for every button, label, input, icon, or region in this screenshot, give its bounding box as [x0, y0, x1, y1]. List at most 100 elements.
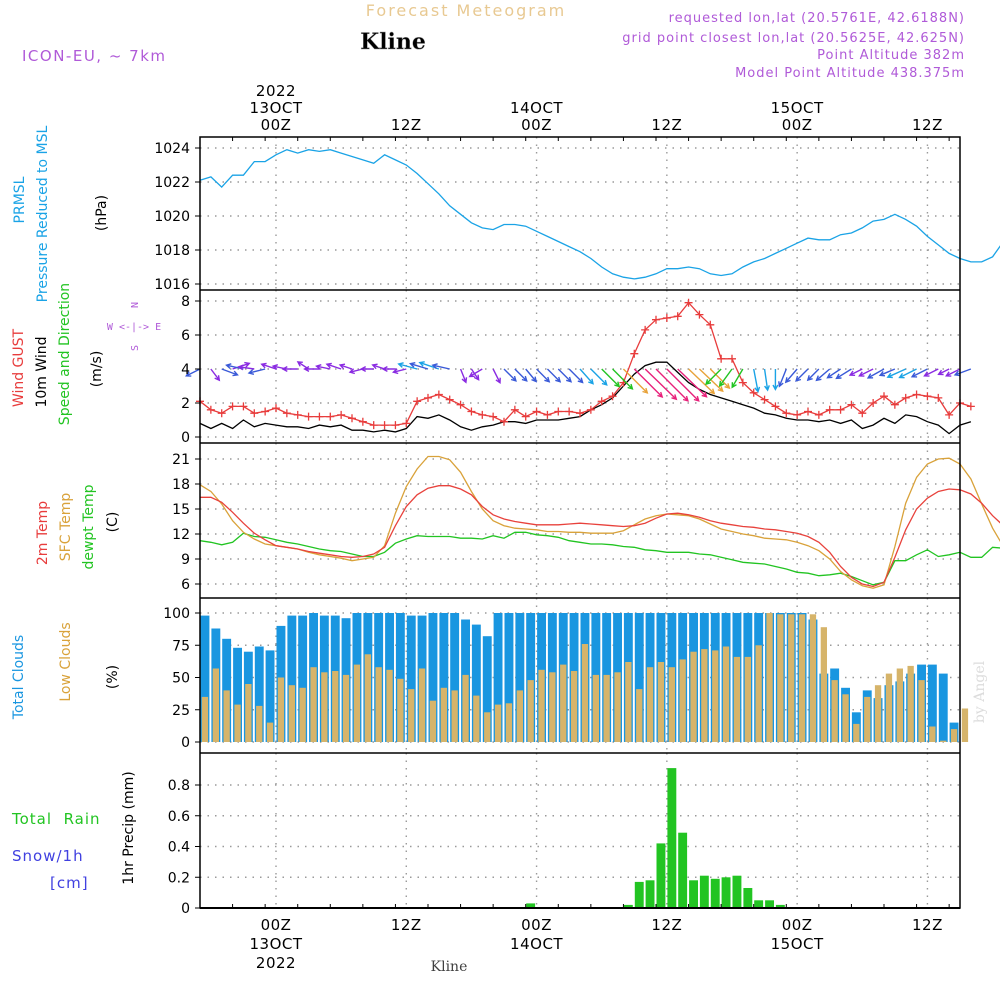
wind-direction-arrow	[622, 368, 649, 394]
compass-west-east: W <-|-> E	[107, 322, 161, 333]
wind-direction-arrow	[397, 362, 418, 370]
low-cloud-bar	[516, 690, 523, 742]
clouds-unit: (%)	[105, 665, 121, 689]
frame-layer	[199, 136, 961, 909]
wind-direction-arrow	[815, 368, 831, 382]
low-cloud-bar	[668, 667, 675, 742]
low-cloud-bar	[429, 700, 437, 742]
temperature-ytick-label: 12	[172, 527, 190, 543]
gust-marker	[489, 412, 498, 421]
gust-marker	[652, 315, 660, 324]
total-cloud-bar	[515, 613, 525, 742]
gust-marker	[923, 392, 932, 401]
gust-marker	[684, 298, 693, 307]
wind-direction-arrow	[826, 368, 841, 379]
wind-direction-arrow	[514, 368, 528, 382]
x-bottom-tick-label: 12Z	[651, 916, 682, 934]
total-cloud-bar	[428, 613, 438, 742]
low-cloud-bar	[733, 656, 741, 742]
wind-direction-arrow	[633, 368, 664, 398]
wind-direction-arrow	[886, 368, 907, 379]
requested-coords: requested lon,lat (20.5761E, 42.6188N)	[669, 11, 965, 26]
clouds-ytick-label: 0	[181, 735, 190, 751]
clouds-ytick-label: 100	[163, 606, 190, 622]
rain-bar	[775, 904, 785, 908]
total-cloud-bar	[526, 613, 536, 742]
gust-marker	[456, 400, 465, 409]
wind-unit: (m/s)	[89, 351, 105, 388]
x-bottom-tick-label: 12Z	[391, 916, 422, 934]
precip-label-cm: [cm]	[50, 874, 89, 892]
gust-marker	[576, 409, 584, 418]
gust-marker	[793, 410, 802, 419]
clouds-label-low: Low Clouds	[58, 622, 74, 701]
location-title: Kline	[360, 29, 426, 55]
total-cloud-bar	[634, 613, 644, 742]
gust-marker	[749, 388, 758, 397]
low-cloud-bar	[690, 651, 697, 742]
gust-marker	[380, 421, 389, 430]
low-cloud-bar	[342, 674, 350, 742]
wind-gust-line	[199, 301, 972, 426]
wind-label-speed-dir: Speed and Direction	[57, 283, 73, 425]
wind-direction-arrow	[898, 368, 917, 379]
clouds-ytick-label: 25	[172, 703, 190, 719]
low-cloud-bar	[266, 722, 274, 742]
low-cloud-bar	[614, 672, 621, 742]
gust-marker	[717, 354, 726, 363]
gust-marker	[217, 409, 226, 418]
low-cloud-bar	[549, 672, 556, 742]
gust-marker	[250, 409, 259, 418]
x-top-tick-label: 13OCT	[249, 99, 302, 117]
low-cloud-bar	[397, 678, 404, 742]
gust-marker	[706, 320, 715, 329]
precip-ytick-label: 0.2	[168, 870, 190, 886]
rain-bar	[678, 832, 688, 908]
low-cloud-bar	[646, 667, 654, 742]
low-cloud-bar	[245, 684, 252, 742]
rain-bar	[699, 875, 709, 908]
x-top-tick-label: 12Z	[391, 116, 422, 134]
gust-marker	[467, 407, 476, 416]
wind-direction-arrow	[778, 368, 787, 388]
gust-marker	[586, 405, 595, 414]
wind-direction-arrow	[878, 368, 896, 377]
total-cloud-bar	[482, 636, 492, 742]
wind-direction-arrow	[503, 368, 517, 382]
low-cloud-bar	[712, 650, 719, 742]
rain-bar	[526, 903, 536, 908]
wind-direction-arrow	[677, 368, 708, 398]
low-cloud-bar	[722, 646, 730, 742]
wind-direction-arrow	[260, 362, 277, 370]
pressure-ytick-label: 1018	[154, 243, 190, 259]
wind-direction-arrow	[848, 368, 863, 376]
precip-ytick-label: 0	[181, 901, 190, 917]
data-layer	[185, 149, 1000, 909]
rain-bar	[634, 881, 644, 908]
gust-marker	[662, 314, 671, 322]
plot-frame	[199, 136, 961, 909]
low-cloud-bar	[918, 680, 925, 742]
wind-direction-arrow	[784, 368, 798, 384]
rain-bar	[623, 904, 633, 908]
low-cloud-bar	[820, 627, 827, 742]
low-cloud-bar	[679, 659, 686, 742]
low-cloud-bar	[408, 689, 415, 742]
temp-2m-line	[200, 485, 1000, 588]
low-cloud-bar	[788, 614, 795, 742]
gust-marker	[521, 412, 530, 421]
total-cloud-bar	[450, 613, 460, 742]
temperature-ytick-label: 18	[172, 477, 190, 493]
wind-direction-arrow	[431, 363, 450, 370]
wind-direction-arrow	[325, 362, 342, 370]
low-cloud-bar	[896, 668, 903, 742]
point-altitude: Point Altitude 382m	[817, 48, 965, 63]
wind-direction-arrow	[281, 365, 298, 373]
temp-label-sfc: SFC Temp	[58, 493, 74, 562]
gust-marker	[869, 399, 878, 407]
wind-direction-arrow	[381, 365, 396, 373]
low-cloud-bar	[234, 704, 241, 742]
total-cloud-bar	[406, 615, 416, 742]
low-cloud-bar	[418, 668, 426, 742]
low-cloud-bar	[777, 614, 784, 742]
